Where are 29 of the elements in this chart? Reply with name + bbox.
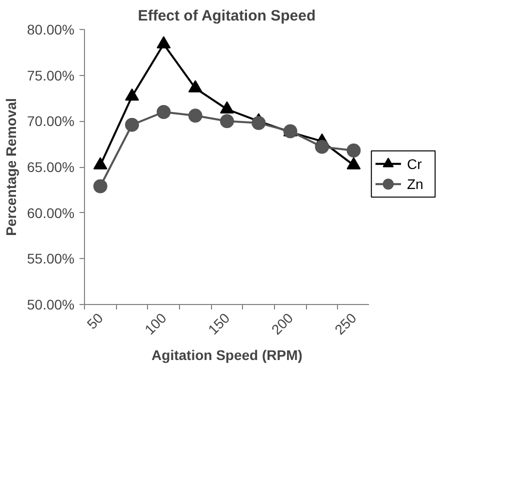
point xyxy=(315,140,329,154)
legend-label: Cr xyxy=(407,156,422,172)
point xyxy=(156,105,171,119)
point xyxy=(346,144,361,158)
y-tick-label: 65.00% xyxy=(27,159,74,175)
x-tick-label: 250 xyxy=(331,310,360,338)
point xyxy=(156,36,171,48)
x-tick-label: 100 xyxy=(141,310,170,338)
y-tick-label: 50.00% xyxy=(27,296,74,312)
point xyxy=(220,101,234,114)
y-axis-title: Percentage Removal xyxy=(3,98,20,236)
point xyxy=(188,108,202,123)
x-tick-label: 150 xyxy=(204,310,233,338)
x-tick-label: 200 xyxy=(268,310,296,338)
y-tick-label: 60.00% xyxy=(27,204,74,221)
y-tick-label: 80.00% xyxy=(27,22,74,38)
y-tick-label: 55.00% xyxy=(27,250,74,267)
point xyxy=(125,88,139,101)
point xyxy=(252,116,266,130)
chart-title: Effect of Agitation Speed xyxy=(138,8,316,24)
x-tick-label: 50 xyxy=(84,310,106,332)
y-tick-label: 75.00% xyxy=(27,67,74,84)
point xyxy=(93,179,108,194)
point xyxy=(188,80,202,92)
legend-label: Zn xyxy=(407,176,424,192)
y-tick-label: 70.00% xyxy=(27,113,74,130)
x-axis-title: Agitation Speed (RPM) xyxy=(152,347,302,364)
point xyxy=(125,118,139,132)
point xyxy=(220,114,234,128)
